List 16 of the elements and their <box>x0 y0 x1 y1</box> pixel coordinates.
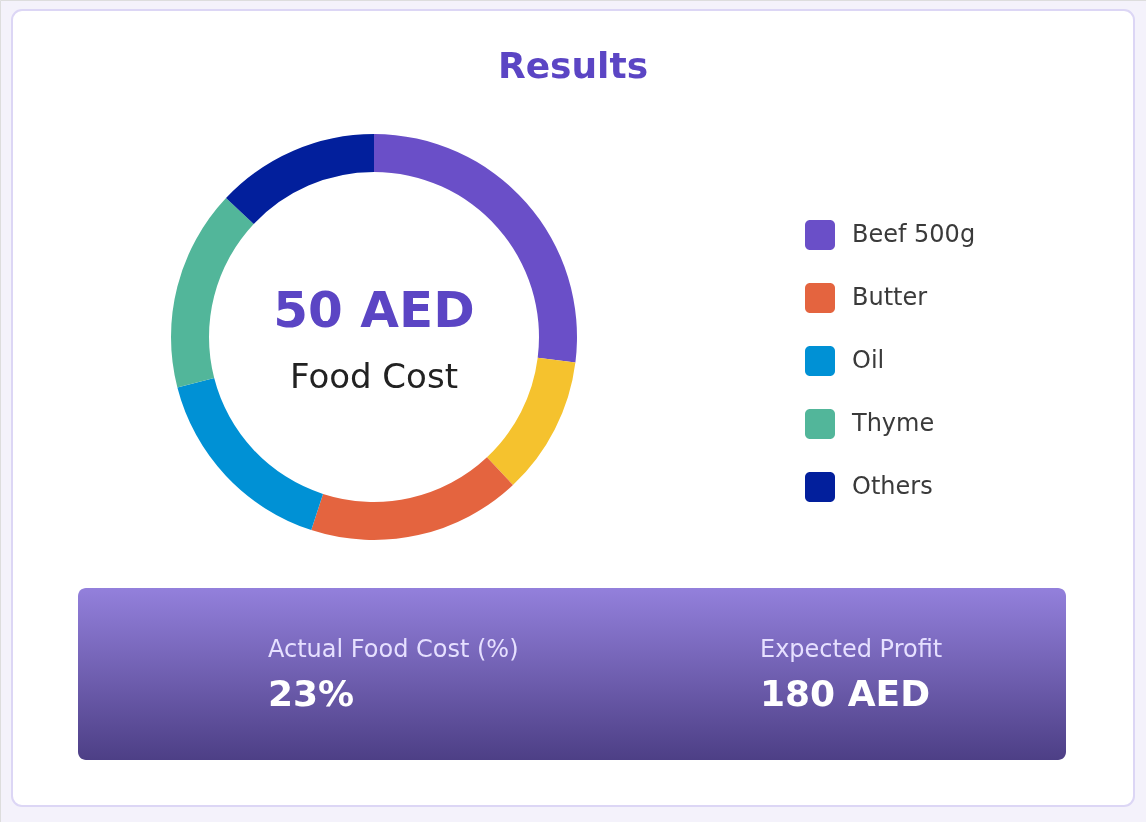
text: 50 AED <box>273 281 475 339</box>
text: Expected Profit <box>760 635 943 663</box>
donut-slice <box>486 357 576 485</box>
legend-label: Butter <box>852 283 928 311</box>
text: Actual Food Cost (%) <box>268 635 519 663</box>
legend-label: Beef 500g <box>852 220 976 248</box>
donut-slice <box>311 457 513 540</box>
legend-label: Thyme <box>851 409 935 437</box>
legend-label: Oil <box>852 346 885 374</box>
donut-slice <box>226 134 374 225</box>
donut-slice <box>171 198 254 388</box>
chart-title: Results <box>497 45 649 86</box>
text: 23% <box>268 673 355 714</box>
text: 180 AED <box>760 673 931 714</box>
text: Food Cost <box>290 356 458 396</box>
legend-label: Others <box>852 472 933 500</box>
